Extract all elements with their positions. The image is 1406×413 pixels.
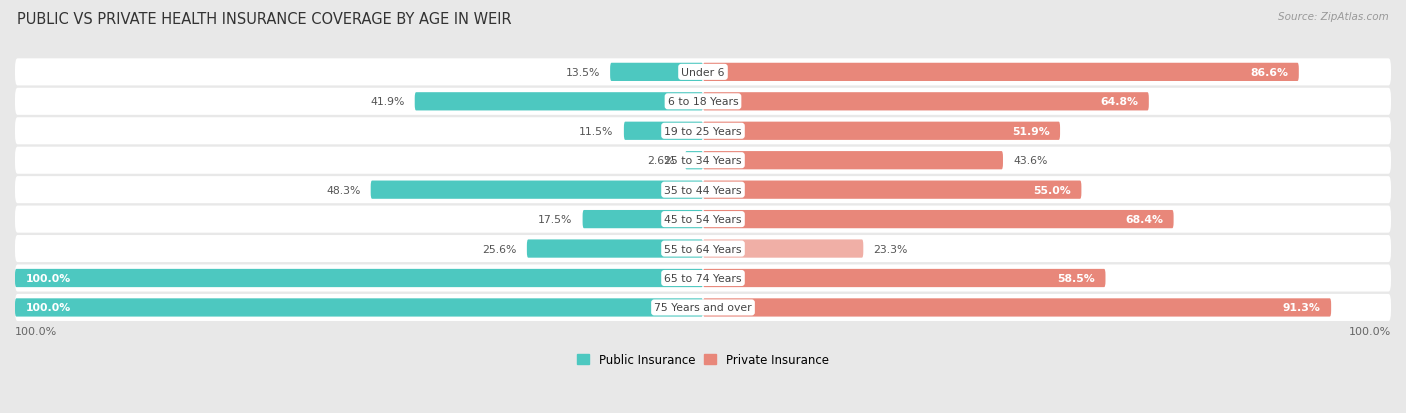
Text: 35 to 44 Years: 35 to 44 Years <box>664 185 742 195</box>
Text: 17.5%: 17.5% <box>538 215 572 225</box>
Text: 13.5%: 13.5% <box>565 68 600 78</box>
FancyBboxPatch shape <box>15 206 1391 233</box>
Text: 43.6%: 43.6% <box>1014 156 1047 166</box>
Text: 100.0%: 100.0% <box>1348 326 1391 336</box>
FancyBboxPatch shape <box>703 152 1002 170</box>
FancyBboxPatch shape <box>415 93 703 111</box>
Text: 58.5%: 58.5% <box>1057 273 1095 283</box>
FancyBboxPatch shape <box>15 147 1391 174</box>
Text: 6 to 18 Years: 6 to 18 Years <box>668 97 738 107</box>
Text: 55.0%: 55.0% <box>1033 185 1071 195</box>
FancyBboxPatch shape <box>15 177 1391 204</box>
Text: 64.8%: 64.8% <box>1101 97 1139 107</box>
FancyBboxPatch shape <box>610 64 703 82</box>
FancyBboxPatch shape <box>527 240 703 258</box>
FancyBboxPatch shape <box>703 122 1060 140</box>
FancyBboxPatch shape <box>703 64 1299 82</box>
FancyBboxPatch shape <box>15 299 703 317</box>
Text: PUBLIC VS PRIVATE HEALTH INSURANCE COVERAGE BY AGE IN WEIR: PUBLIC VS PRIVATE HEALTH INSURANCE COVER… <box>17 12 512 27</box>
Text: 75 Years and over: 75 Years and over <box>654 303 752 313</box>
FancyBboxPatch shape <box>703 211 1174 229</box>
Text: 55 to 64 Years: 55 to 64 Years <box>664 244 742 254</box>
Text: 2.6%: 2.6% <box>647 156 675 166</box>
FancyBboxPatch shape <box>15 269 703 287</box>
Text: 100.0%: 100.0% <box>25 303 70 313</box>
Text: 100.0%: 100.0% <box>25 273 70 283</box>
FancyBboxPatch shape <box>15 235 1391 263</box>
FancyBboxPatch shape <box>15 118 1391 145</box>
Text: 25.6%: 25.6% <box>482 244 516 254</box>
FancyBboxPatch shape <box>15 88 1391 116</box>
FancyBboxPatch shape <box>703 93 1149 111</box>
Text: 11.5%: 11.5% <box>579 126 613 136</box>
FancyBboxPatch shape <box>703 269 1105 287</box>
Text: 65 to 74 Years: 65 to 74 Years <box>664 273 742 283</box>
Text: 51.9%: 51.9% <box>1012 126 1050 136</box>
FancyBboxPatch shape <box>582 211 703 229</box>
Legend: Public Insurance, Private Insurance: Public Insurance, Private Insurance <box>578 354 828 367</box>
Text: 25 to 34 Years: 25 to 34 Years <box>664 156 742 166</box>
Text: 23.3%: 23.3% <box>873 244 908 254</box>
Text: 91.3%: 91.3% <box>1282 303 1320 313</box>
Text: 48.3%: 48.3% <box>326 185 360 195</box>
FancyBboxPatch shape <box>15 59 1391 86</box>
FancyBboxPatch shape <box>685 152 703 170</box>
FancyBboxPatch shape <box>371 181 703 199</box>
FancyBboxPatch shape <box>15 294 1391 321</box>
Text: 41.9%: 41.9% <box>370 97 405 107</box>
FancyBboxPatch shape <box>703 181 1081 199</box>
FancyBboxPatch shape <box>624 122 703 140</box>
Text: Source: ZipAtlas.com: Source: ZipAtlas.com <box>1278 12 1389 22</box>
Text: 100.0%: 100.0% <box>15 326 58 336</box>
Text: 19 to 25 Years: 19 to 25 Years <box>664 126 742 136</box>
Text: Under 6: Under 6 <box>682 68 724 78</box>
Text: 86.6%: 86.6% <box>1250 68 1288 78</box>
FancyBboxPatch shape <box>703 240 863 258</box>
FancyBboxPatch shape <box>15 265 1391 292</box>
Text: 45 to 54 Years: 45 to 54 Years <box>664 215 742 225</box>
Text: 68.4%: 68.4% <box>1125 215 1163 225</box>
FancyBboxPatch shape <box>703 299 1331 317</box>
